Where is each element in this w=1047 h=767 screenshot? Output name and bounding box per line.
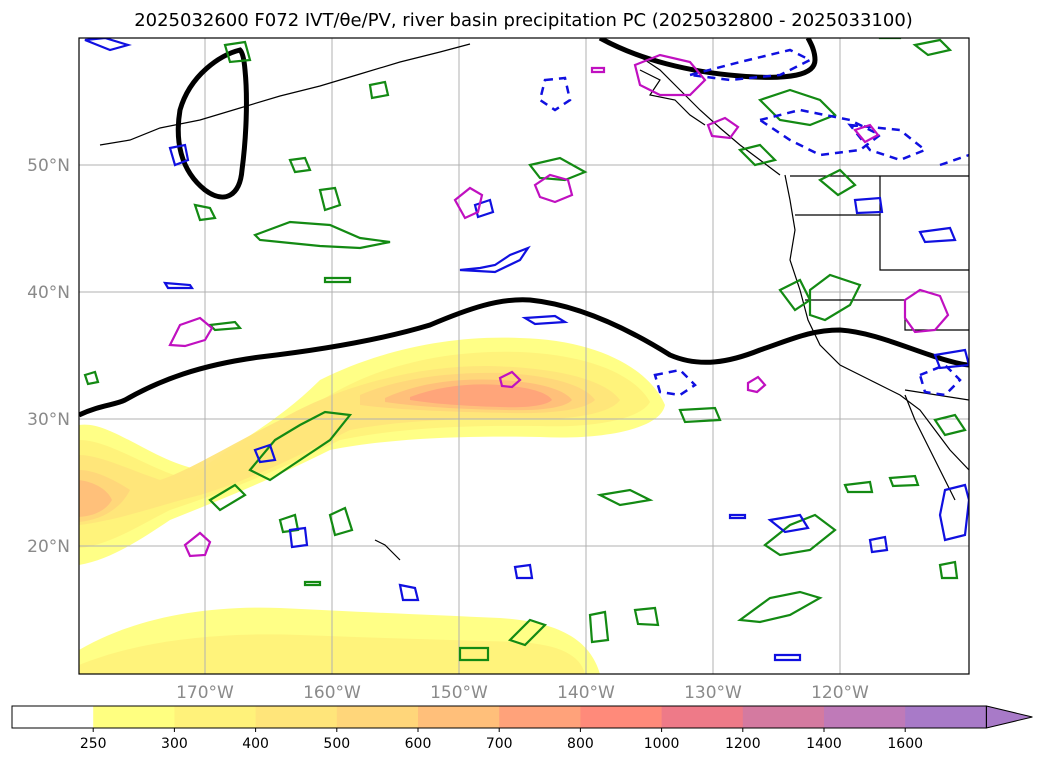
ivt-contour-500 [79, 372, 595, 522]
colorbar-tick-label: 250 [80, 736, 107, 752]
colorbar-labels: 250 300 400 500 600 700 800 1000 1200 1400 1600 [80, 728, 923, 752]
colorbar-segment [580, 706, 663, 728]
lon-label-140w: 140°W [557, 683, 615, 703]
colorbar-segment [12, 706, 94, 728]
pv-contour-main [79, 297, 969, 418]
colorbar-segment [499, 706, 581, 728]
colorbar-tick-label: 1200 [725, 736, 761, 752]
colorbar-segment [336, 706, 419, 728]
alaska-panhandle-coast [629, 49, 781, 176]
colorbar-tick-label: 400 [242, 736, 269, 752]
longitude-labels: 170°W 160°W 150°W 140°W 130°W 120°W [176, 683, 869, 703]
pv-magenta-contours [168, 53, 950, 558]
colorbar-segment [93, 706, 175, 728]
ivt-dashed-contours [538, 48, 969, 397]
ivt-direction-contours [84, 38, 969, 662]
map-gridlines [79, 38, 969, 674]
colorbar-segment [174, 706, 257, 728]
state-border-2 [795, 214, 969, 271]
colorbar: 250 300 400 500 600 700 800 1000 1200 1400 1600 [11, 705, 1033, 752]
lat-label-30n: 30°N [27, 410, 70, 430]
lat-label-40n: 40°N [27, 283, 70, 303]
colorbar-tick-label: 1600 [887, 736, 923, 752]
lon-label-120w: 120°W [811, 683, 869, 703]
colorbar-tick-label: 700 [486, 736, 513, 752]
colorbar-tick-label: 500 [323, 736, 350, 752]
pv-contours [79, 38, 969, 418]
baja-coast [904, 394, 956, 501]
colorbar-tick-label: 1000 [644, 736, 680, 752]
lon-label-150w: 150°W [430, 683, 488, 703]
colorbar-segments [11, 705, 1033, 729]
colorbar-extension [985, 705, 1033, 729]
colorbar-segment [418, 706, 500, 728]
colorbar-segment [661, 706, 744, 728]
lon-label-160w: 160°W [303, 683, 361, 703]
pv-contour-north [598, 38, 818, 80]
theta-e-contours [83, 38, 967, 662]
colorbar-tick-label: 1400 [806, 736, 842, 752]
colorbar-segment [905, 706, 987, 728]
colorbar-segment [742, 706, 825, 728]
pv-contour-loop [175, 47, 249, 200]
lat-label-50n: 50°N [27, 156, 70, 176]
figure-title: 2025032600 F072 IVT/θe/PV, river basin p… [134, 10, 913, 31]
latitude-labels: 50°N 40°N 30°N 20°N [27, 156, 70, 557]
alaska-coast [99, 43, 471, 146]
map-frame [78, 37, 970, 675]
bc-islands [639, 69, 706, 126]
colorbar-segment [255, 706, 338, 728]
lon-label-170w: 170°W [176, 683, 234, 703]
lon-label-130w: 130°W [684, 683, 742, 703]
ivt-contour-700 [410, 384, 552, 408]
west-coast [784, 174, 969, 471]
colorbar-segment [824, 706, 906, 728]
hawaii-islands [374, 539, 401, 561]
colorbar-tick-label: 800 [567, 736, 594, 752]
colorbar-tick-label: 600 [405, 736, 432, 752]
lat-label-20n: 20°N [27, 537, 70, 557]
colorbar-tick-label: 300 [161, 736, 188, 752]
